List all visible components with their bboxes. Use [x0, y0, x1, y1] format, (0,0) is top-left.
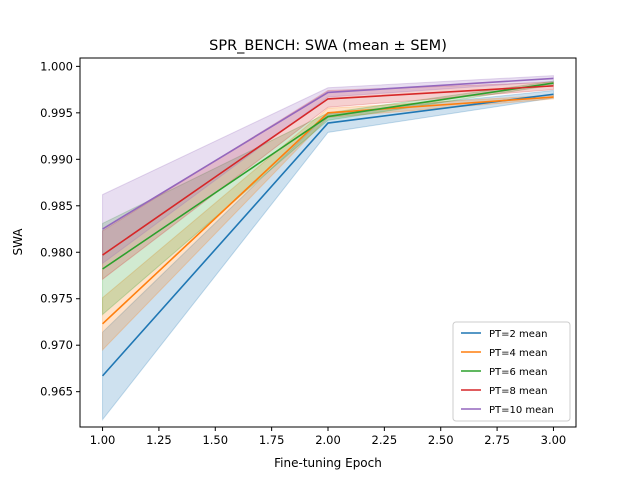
y-tick-label: 0.975: [40, 292, 73, 306]
x-tick-label: 2.50: [428, 433, 454, 447]
x-tick-label: 1.75: [259, 433, 285, 447]
legend-label-series-1: PT=2 mean: [489, 329, 547, 340]
x-tick-label: 2.25: [372, 433, 398, 447]
legend-label-series-3: PT=6 mean: [489, 367, 547, 378]
mean-line-series-3: [102, 82, 554, 270]
y-axis-label: SWA: [11, 228, 25, 256]
mean-line-series-1: [101, 93, 554, 377]
y-tick-label: 0.965: [40, 385, 73, 399]
y-tick-label: 0.995: [40, 106, 73, 120]
legend-label-series-4: PT=8 mean: [489, 386, 547, 397]
legend: PT=2 mean PT=4 mean PT=6 mean PT=8 mean PT=1…: [452, 321, 571, 422]
y-tick-label: 0.970: [40, 338, 73, 352]
legend-label-series-2: PT=4 mean: [489, 348, 547, 359]
mean-line-series-2: [102, 96, 554, 325]
x-tick-label: 1.00: [90, 433, 116, 447]
x-tick-label: 3.00: [541, 433, 567, 447]
x-tick-label: 2.75: [484, 433, 510, 447]
sem-band-series-5: [102, 75, 554, 265]
x-axis-label: Fine-tuning Epoch: [274, 456, 382, 470]
y-tick-label: 0.980: [40, 245, 73, 259]
x-tick-label: 1.25: [146, 433, 172, 447]
x-tick-label: 1.50: [202, 433, 228, 447]
sem-band-series-2: [102, 94, 554, 352]
x-tick-label: 2.00: [315, 433, 341, 447]
mean-line-series-4: [102, 85, 554, 256]
y-tick-label: 0.990: [40, 152, 73, 166]
chart-title: SPR_BENCH: SWA (mean ± SEM): [209, 38, 447, 54]
y-tick-label: 0.985: [40, 199, 73, 213]
mean-line-series-5: [102, 77, 554, 230]
legend-box: [452, 321, 571, 422]
y-tick-label: 1.000: [40, 59, 73, 73]
legend-label-series-5: PT=10 mean: [489, 405, 554, 416]
sem-band-series-4: [102, 81, 554, 281]
